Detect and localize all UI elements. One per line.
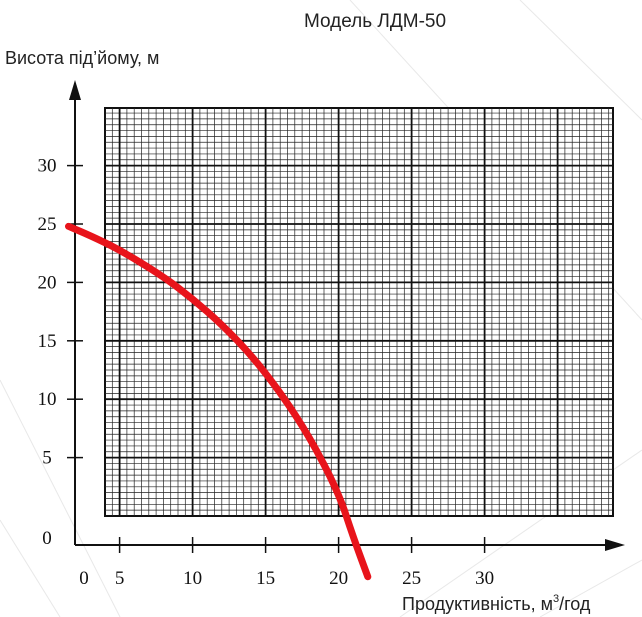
x-tick-label: 5 [115, 568, 125, 589]
x-tick-label: 15 [256, 568, 275, 589]
y-axis-label: Висота під’йому, м [5, 48, 159, 68]
x-tick-label: 25 [402, 568, 421, 589]
x-axis-label: Продуктивність, м3/год [402, 593, 591, 614]
x-axis-label-superscript: 3 [553, 593, 559, 605]
series-line [65, 222, 372, 581]
y-tick-label: 15 [38, 331, 57, 352]
y-tick-label: 20 [38, 272, 57, 293]
x-tick-label: 0 [79, 568, 89, 589]
y-tick-label: 25 [38, 214, 57, 235]
y-axis-arrow-icon [69, 80, 81, 100]
chart-series [65, 222, 372, 581]
chart-axes [69, 80, 625, 551]
x-tick-label: 10 [183, 568, 202, 589]
x-axis-arrow-icon [605, 539, 625, 551]
x-tick-label: 20 [329, 568, 348, 589]
y-tick-label: 0 [42, 528, 52, 549]
chart-grid [104, 107, 614, 517]
y-tick-label: 5 [42, 448, 52, 469]
y-tick-label: 30 [38, 156, 57, 177]
y-tick-label: 10 [38, 389, 57, 410]
chart-ticks: 0 5 10 15 20 25 30 0 5 10 15 20 25 30 [38, 156, 495, 589]
grid-frame [104, 107, 614, 517]
chart-title: Модель ЛДМ-50 [304, 11, 446, 32]
x-tick-label: 30 [475, 568, 494, 589]
x-axis-label-tail: /год [559, 594, 591, 614]
x-axis-label-main: Продуктивність, м [402, 594, 553, 614]
